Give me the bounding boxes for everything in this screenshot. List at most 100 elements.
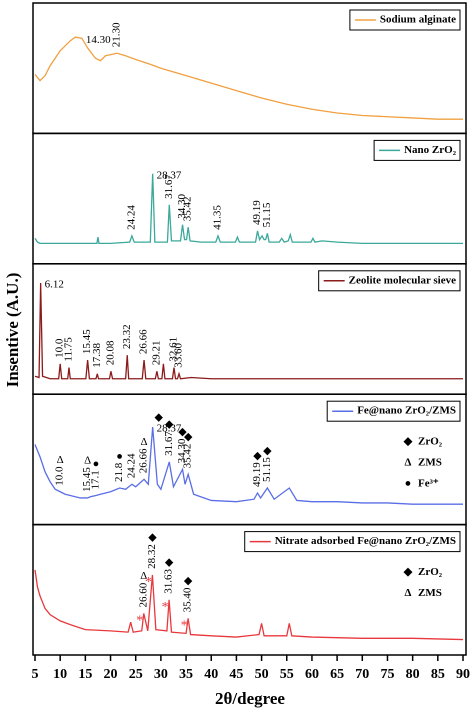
x-tick-label: 75 <box>380 667 394 682</box>
peak-symbol: Δ <box>141 436 148 448</box>
symbol-legend-symbol: Δ <box>405 587 412 599</box>
legend-box <box>318 270 461 292</box>
x-axis-label: 2θ/degree <box>215 689 285 708</box>
symbol-legend-symbol: ◆ <box>403 566 413 578</box>
peak-symbol: ◆ <box>184 431 193 443</box>
peak-marker: * <box>145 575 152 590</box>
x-tick-label: 80 <box>406 667 420 682</box>
x-tick-label: 55 <box>280 667 294 682</box>
symbol-legend-symbol: ◆ <box>403 436 413 448</box>
peak-label: 10.0 <box>54 338 66 358</box>
peak-label: 17.38 <box>91 343 103 368</box>
peak-label: 34.30 <box>176 438 188 463</box>
x-tick-label: 85 <box>431 667 445 682</box>
peak-symbol: ◆ <box>263 445 272 457</box>
peak-label: 28.37 <box>157 169 182 181</box>
legend-box <box>244 531 461 553</box>
x-tick-label: 90 <box>456 667 470 682</box>
peak-label: 29.21 <box>150 341 162 366</box>
peak-label: 34.30 <box>176 193 188 218</box>
peak-label: 24.24 <box>125 205 137 230</box>
x-tick-label: 30 <box>154 667 168 682</box>
peak-label: 32.61 <box>168 337 180 362</box>
series-line <box>34 282 463 380</box>
peak-label: 35.42 <box>182 196 194 221</box>
series-line <box>34 173 463 245</box>
peak-label: 49.19 <box>251 462 263 487</box>
peak-symbol: ◆ <box>148 532 157 544</box>
peak-symbol: ◆ <box>184 575 193 587</box>
legend-label: Nitrate adsorbed Fe@nano ZrO₂/ZMS <box>275 535 456 547</box>
peak-label: 31.67 <box>163 174 175 199</box>
legend-label: Fe@nano ZrO₂/ZMS <box>357 405 456 417</box>
peak-symbol: Δ <box>84 455 91 467</box>
x-tick-label: 15 <box>78 667 92 682</box>
series-line <box>34 36 463 120</box>
peak-label: 51.15 <box>261 202 273 227</box>
peak-label: 17.1 <box>89 470 101 489</box>
peak-symbol: ◆ <box>253 450 262 462</box>
x-tick-label: 20 <box>104 667 118 682</box>
peak-label: 35.42 <box>182 444 194 469</box>
legend-label: Nano ZrO₂ <box>404 144 457 156</box>
x-tick-label: 25 <box>129 667 143 682</box>
x-tick-label: 45 <box>229 667 243 682</box>
peak-label: 24.24 <box>125 453 137 478</box>
peak-symbol: ◆ <box>165 557 174 569</box>
series-line <box>34 569 464 641</box>
peak-label: 35.40 <box>182 587 194 612</box>
x-tick-label: 35 <box>179 667 193 682</box>
legend-box <box>373 139 461 161</box>
peak-label: 10.0 <box>54 466 66 486</box>
peak-marker: * <box>181 619 188 634</box>
x-tick-label: 5 <box>32 667 39 682</box>
peak-label: 20.08 <box>104 340 116 365</box>
peak-label: 41.35 <box>212 205 224 230</box>
legend-box <box>326 400 461 422</box>
panel-frame <box>32 132 467 265</box>
peak-label: 51.15 <box>261 457 273 482</box>
y-axis-label: Insentive (A.U.) <box>3 273 22 388</box>
peak-symbol: ◆ <box>154 412 163 424</box>
peak-marker: * <box>136 614 143 629</box>
symbol-legend-label: ZMS <box>418 587 442 599</box>
legend-label: Sodium alginate <box>380 14 456 26</box>
peak-symbol: ◆ <box>165 419 174 431</box>
peak-label: 26.60 <box>137 582 149 607</box>
peak-label: 11.75 <box>63 337 75 362</box>
peak-label: 15.45 <box>81 329 93 354</box>
x-tick-label: 65 <box>330 667 344 682</box>
symbol-legend-label: ZrO₂ <box>418 566 443 578</box>
panel-frame <box>32 523 467 656</box>
peak-label: 33.60 <box>173 343 185 368</box>
x-tick-label: 60 <box>305 667 319 682</box>
peak-label: 6.12 <box>45 279 64 291</box>
peak-symbol: ● <box>116 450 123 462</box>
peak-label: 26.66 <box>138 448 150 473</box>
peak-label: 49.19 <box>251 200 263 225</box>
legend-label: Zeolite molecular sieve <box>349 274 456 286</box>
peak-label: 31.67 <box>163 431 175 456</box>
peak-symbol: Δ <box>140 570 147 582</box>
peak-marker: * <box>162 600 169 615</box>
peak-label: 23.32 <box>121 324 133 349</box>
peak-label: 14.30 <box>86 34 111 46</box>
symbol-legend-label: Fe³⁺ <box>418 478 439 490</box>
series-line <box>34 427 463 505</box>
x-tick-label: 10 <box>53 667 67 682</box>
peak-label: 28.32 <box>146 544 158 569</box>
symbol-legend-symbol: ● <box>405 478 412 490</box>
peak-label: 21.8 <box>113 462 125 482</box>
peak-label: 28.37 <box>157 423 182 435</box>
peak-symbol: ◆ <box>178 426 187 438</box>
peak-label: 31.63 <box>163 569 175 594</box>
symbol-legend-label: ZMS <box>418 457 442 469</box>
peak-label: 21.30 <box>111 22 123 47</box>
peak-label: 15.45 <box>81 467 93 492</box>
symbol-legend-label: ZrO₂ <box>418 436 443 448</box>
legend-box <box>349 9 461 31</box>
x-tick-label: 40 <box>204 667 218 682</box>
peak-symbol: Δ <box>57 454 64 466</box>
x-tick-label: 50 <box>255 667 269 682</box>
